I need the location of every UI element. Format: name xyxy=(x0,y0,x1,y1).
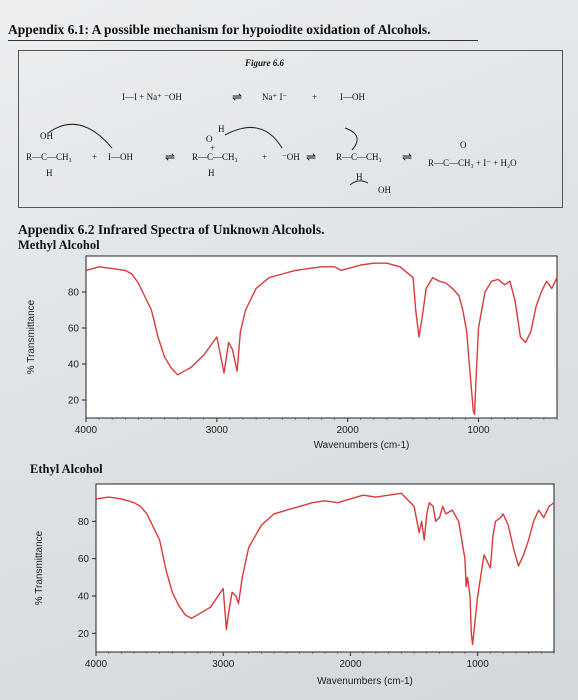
mech-line1-salt: Na⁺ I⁻ xyxy=(262,92,288,102)
mech-line1-equilibrium: ⇌ xyxy=(232,90,243,104)
chart1-series-line xyxy=(85,262,558,416)
ir-spectrum-methyl: 80 60 40 20 4000 3000 2000 1000 Wavenumbers (cm-… xyxy=(26,255,558,451)
chart1-xtick-label: 4000 xyxy=(75,425,98,436)
mech-product-o: O xyxy=(460,140,467,150)
chart1-xtick-label: 2000 xyxy=(337,425,360,436)
mech-equilibrium-3: ⇌ xyxy=(402,150,413,164)
mech-inter1-h: H xyxy=(218,124,225,134)
chart2-xtick-label: 2000 xyxy=(339,659,362,670)
chart2-series-line xyxy=(95,492,555,646)
chart1-ylabel: % Transmittance xyxy=(26,299,37,374)
chart2-plot-area xyxy=(95,483,555,653)
mech-inter1-plus: + xyxy=(210,143,216,153)
chart2-title: Ethyl Alcohol xyxy=(30,462,103,476)
mech-equilibrium-1: ⇌ xyxy=(165,150,176,164)
mech-line1-plus: + xyxy=(312,92,318,102)
mech-alcohol-oh: OH xyxy=(40,131,53,141)
mech-hypoiodite: I—OH xyxy=(108,152,133,162)
mech-equilibrium-2: ⇌ xyxy=(306,150,317,164)
chart2-ylabel: % Transmittance xyxy=(34,530,45,605)
chart1-ytick-label: 20 xyxy=(68,396,80,407)
mech-intermediate-2: R—C—CH₃ xyxy=(336,152,382,162)
mech-alcohol-h: H xyxy=(46,168,53,178)
chart2-xtick-label: 4000 xyxy=(85,659,108,670)
mech-alcohol: R—C—CH₃ xyxy=(26,152,72,162)
mech-inter1-bottom-h: H xyxy=(208,168,215,178)
chart2-ytick-label: 20 xyxy=(78,629,90,640)
heading-underline xyxy=(8,40,478,41)
mech-hydroxide: ⁻OH xyxy=(282,152,300,162)
chart2-ytick-label: 60 xyxy=(78,554,90,565)
chart2-ytick-label: 80 xyxy=(78,517,90,528)
chart1-plot-area xyxy=(85,255,558,419)
mech-inter2-oh: OH xyxy=(378,185,391,195)
ir-spectrum-ethyl: 80 60 40 20 4000 3000 2000 1000 Wavenumbers (cm-… xyxy=(34,483,555,687)
mech-line1-reactants: I—I + Na⁺ ⁻OH xyxy=(122,92,182,102)
mech-inter2-h: H xyxy=(356,172,363,182)
appendix-heading: Appendix 6.1: A possible mechanism for h… xyxy=(8,22,431,37)
chart1-ytick-label: 80 xyxy=(68,288,80,299)
figure-box xyxy=(18,50,563,208)
chart2-xlabel: Wavenumbers (cm-1) xyxy=(317,676,413,687)
mech-plus-2: + xyxy=(262,152,268,162)
figure-label: Figure 6.6 xyxy=(245,58,285,68)
chart1-title: Methyl Alcohol xyxy=(18,238,100,252)
chart2-xtick-label: 1000 xyxy=(467,659,490,670)
chart1-ytick-label: 60 xyxy=(68,324,80,335)
mech-line1-hypoiodous: I—OH xyxy=(340,92,365,102)
mech-product: R—C—CH₃ + I⁻ + H₂O xyxy=(428,158,517,168)
chart1-xtick-label: 1000 xyxy=(467,425,490,436)
chart2-xtick-label: 3000 xyxy=(212,659,235,670)
chart1-ytick-label: 40 xyxy=(68,360,80,371)
chart1-xlabel: Wavenumbers (cm-1) xyxy=(314,440,410,451)
mech-plus-1: + xyxy=(92,152,98,162)
chart1-xtick-label: 3000 xyxy=(206,425,229,436)
section-title: Appendix 6.2 Infrared Spectra of Unknown… xyxy=(18,222,325,237)
mech-inter1-o: O xyxy=(206,134,213,144)
chart2-ytick-label: 40 xyxy=(78,592,90,603)
mechanism-arrows xyxy=(47,123,369,186)
mech-intermediate-1: R—C—CH₃ xyxy=(192,152,238,162)
